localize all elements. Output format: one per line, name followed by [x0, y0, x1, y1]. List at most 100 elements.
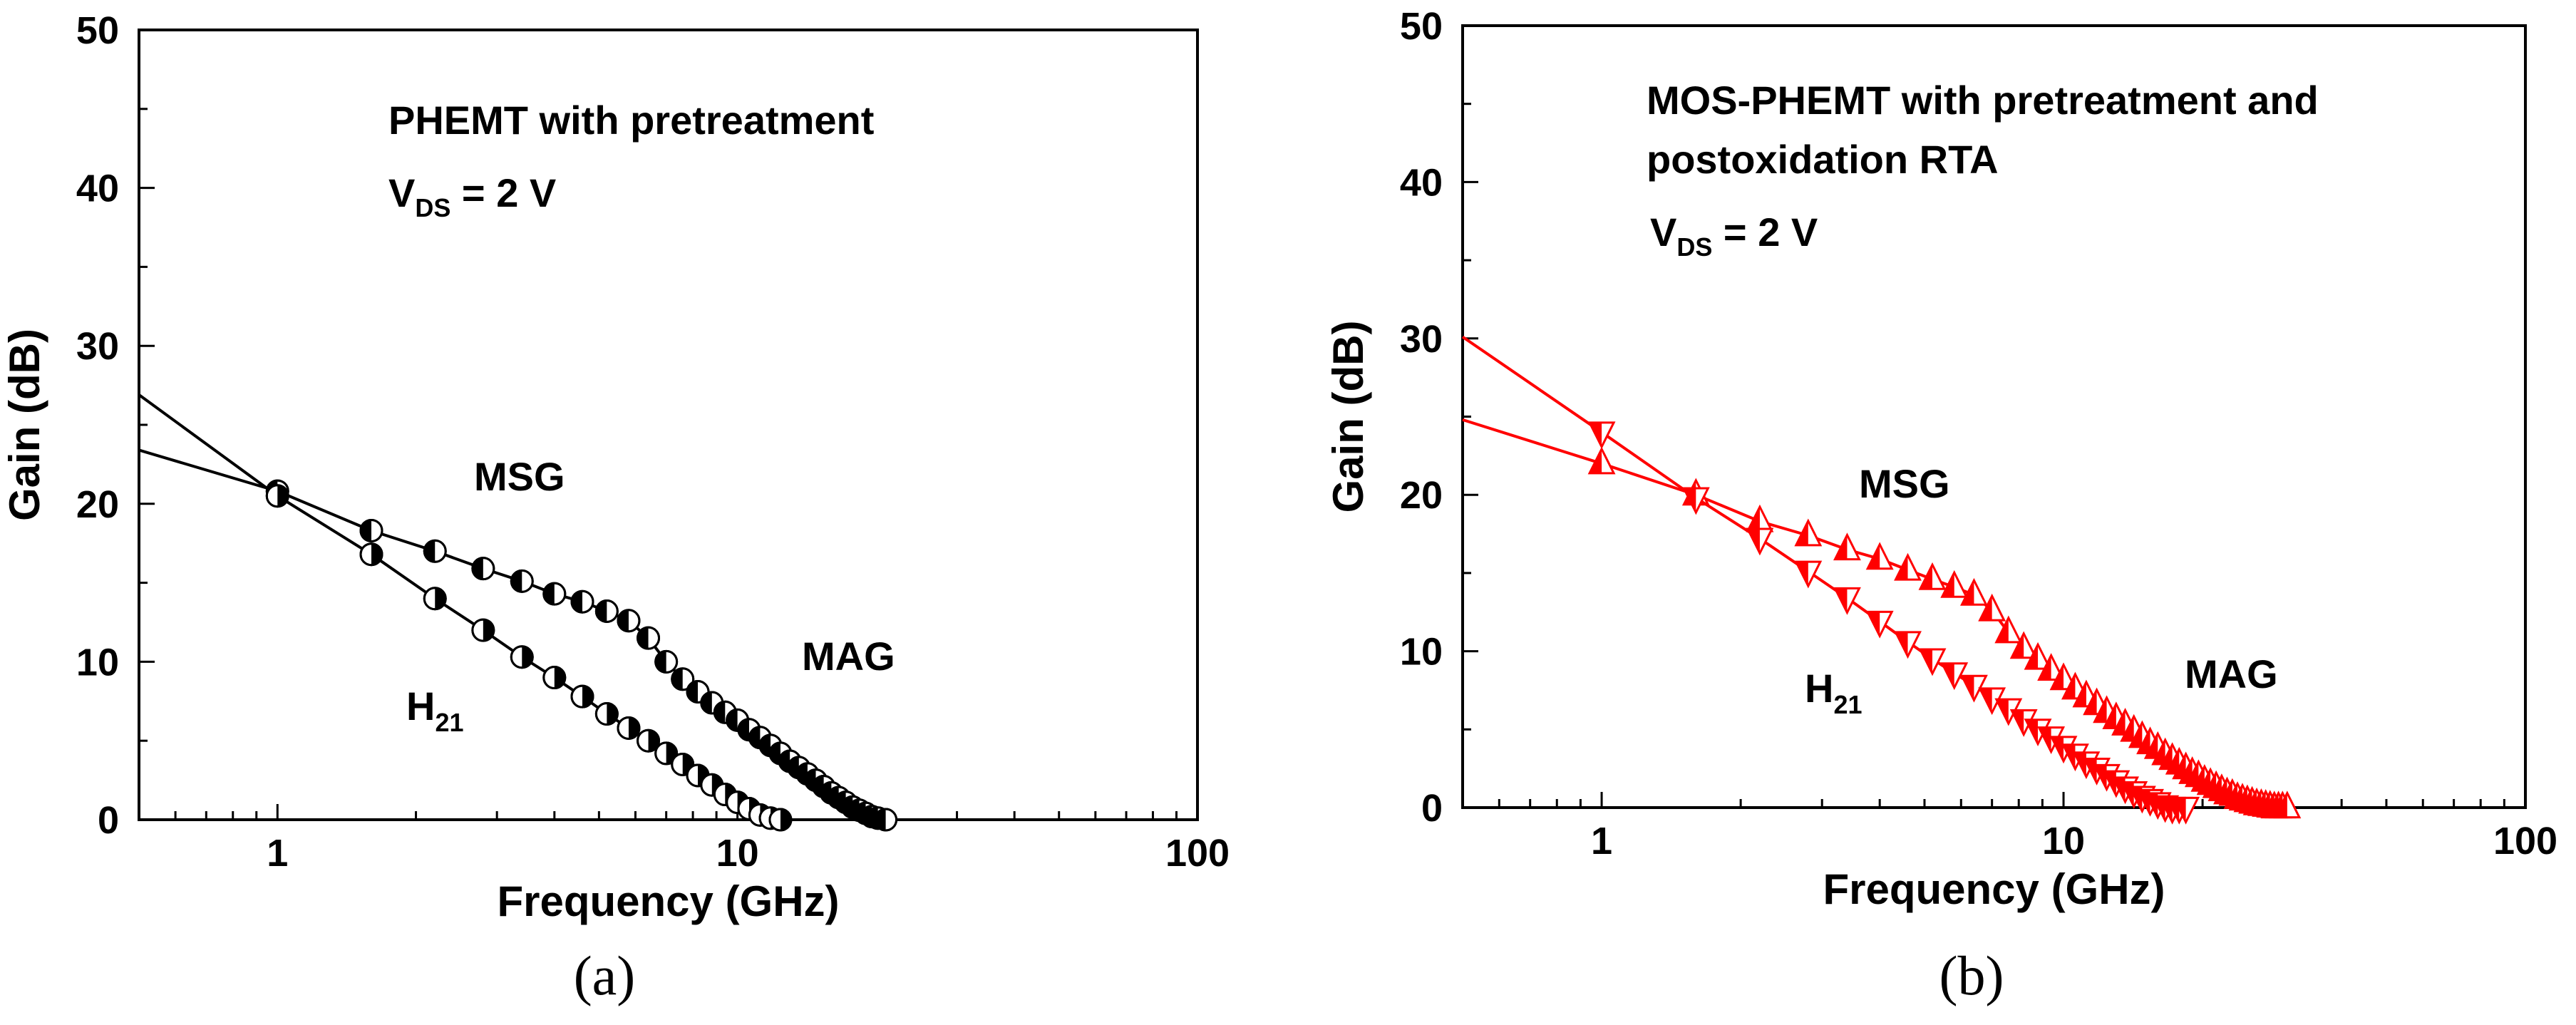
panel-a-h21-label: H21 [406, 684, 464, 737]
data-point [1794, 560, 1823, 589]
data-point [1894, 631, 1922, 659]
data-point [359, 542, 383, 567]
x-tick-label: 1 [267, 832, 288, 875]
data-point [654, 649, 679, 674]
x-tick-label: 1 [1591, 820, 1612, 862]
data-point [1960, 577, 1988, 606]
panel-b-bias-subscript: DS [1676, 232, 1712, 262]
data-point [1994, 615, 2023, 644]
data-point [1940, 662, 1969, 691]
panel-b-device-annotation-line1: MOS-PHEMT with pretreatment and [1647, 78, 2319, 123]
panel-b-bias-value: = 2 V [1712, 210, 1818, 254]
panel-a-h21-subscript: 21 [435, 708, 463, 737]
panel-a: 1 10 100 0 10 20 30 40 50 Frequency (GHz) Gain (… [1, 9, 1230, 1006]
data-point [1833, 532, 1861, 561]
data-point [594, 702, 619, 726]
data-point [1587, 421, 1616, 450]
y-tick-label: 30 [76, 325, 119, 368]
panel-a-plot-frame [138, 29, 1199, 821]
panel-b-device-annotation-line2: postoxidation RTA [1647, 137, 1999, 182]
panel-a-bias-value: = 2 V [450, 170, 556, 215]
panel-a-h21-h: H [406, 684, 435, 728]
data-point [1587, 446, 1616, 475]
panel-b-tick-labels: 1 10 100 0 10 20 30 40 50 [1400, 5, 2557, 862]
x-tick-label: 100 [2493, 820, 2557, 862]
panel-a-bias-subscript: DS [415, 193, 450, 222]
data-point [1865, 610, 1894, 639]
panel-b-y-axis-title: Gain (dB) [1324, 321, 1372, 513]
panel-b-h21-label: H21 [1805, 666, 1863, 719]
y-tick-label: 50 [1400, 5, 1443, 48]
data-point [542, 582, 567, 606]
panel-a-ticks [138, 29, 1199, 821]
data-point [1918, 648, 1947, 676]
data-point [1833, 587, 1861, 615]
panel-b-bias-annotation: VDS = 2 V [1650, 210, 1818, 262]
panel-a-bias-annotation: VDS = 2 V [388, 170, 556, 222]
data-point [1978, 593, 2006, 622]
panel-a-x-axis-title: Frequency (GHz) [497, 877, 839, 925]
panel-a-bias-v: V [388, 170, 415, 215]
panel-a-device-annotation: PHEMT with pretreatment [388, 98, 874, 143]
y-tick-label: 0 [1421, 787, 1443, 830]
panel-a-y-axis-title: Gain (dB) [1, 329, 48, 521]
y-tick-label: 50 [76, 9, 119, 52]
data-point [265, 484, 289, 508]
y-tick-label: 10 [1400, 631, 1443, 674]
data-point [570, 589, 594, 614]
y-tick-label: 0 [98, 799, 119, 842]
data-point [617, 716, 641, 740]
data-point [423, 539, 447, 563]
y-tick-label: 40 [1400, 161, 1443, 204]
panel-b-caption-label: (b) [1939, 944, 2004, 1006]
panel-b-msg-label: MSG [1859, 461, 1950, 506]
data-point [471, 557, 495, 581]
data-point [570, 684, 594, 709]
data-point [471, 618, 495, 642]
data-point [2273, 790, 2302, 819]
series-line-h21 [1461, 335, 2186, 809]
y-tick-label: 20 [76, 483, 119, 526]
data-point [2037, 653, 2066, 681]
data-point [874, 808, 898, 832]
x-tick-label: 10 [2042, 820, 2085, 862]
x-tick-label: 10 [716, 832, 759, 875]
data-point [617, 609, 641, 633]
panel-a-mag-label: MAG [802, 634, 895, 679]
data-point [510, 569, 534, 593]
y-tick-label: 10 [76, 641, 119, 684]
data-point [671, 667, 695, 691]
panel-b-h21-h: H [1805, 666, 1833, 711]
data-point [2172, 796, 2200, 825]
panel-a-msg-label: MSG [474, 454, 565, 499]
panel-b-series [1461, 335, 2302, 825]
panel-b-ticks [1461, 24, 2527, 809]
data-point [1918, 562, 1947, 590]
data-point [1960, 674, 1988, 703]
y-tick-label: 40 [76, 168, 119, 210]
data-point [1940, 570, 1969, 598]
data-point [594, 599, 619, 623]
panel-a-caption-label: (a) [574, 944, 636, 1006]
data-point [1794, 518, 1823, 547]
panel-a-tick-labels: 1 10 100 0 10 20 30 40 50 [76, 9, 1230, 875]
data-point [510, 645, 534, 669]
data-point [2009, 631, 2038, 659]
panel-b-x-axis-title: Frequency (GHz) [1823, 865, 2165, 913]
data-point [637, 626, 661, 650]
data-point [423, 587, 447, 611]
x-tick-label: 100 [1165, 832, 1230, 875]
y-tick-label: 20 [1400, 474, 1443, 517]
y-tick-label: 30 [1400, 318, 1443, 361]
data-point [637, 728, 661, 753]
series-line-msg-mag [138, 448, 886, 821]
panel-a-series [138, 393, 898, 832]
data-point [768, 808, 793, 832]
data-point [542, 666, 567, 690]
data-point [2009, 709, 2038, 737]
panel-b-h21-subscript: 21 [1833, 690, 1862, 719]
panel-b: 1 10 100 0 10 20 30 40 50 Frequency (GHz) Gain (… [1324, 5, 2557, 1006]
data-point [2049, 662, 2078, 691]
data-point [1865, 542, 1894, 570]
